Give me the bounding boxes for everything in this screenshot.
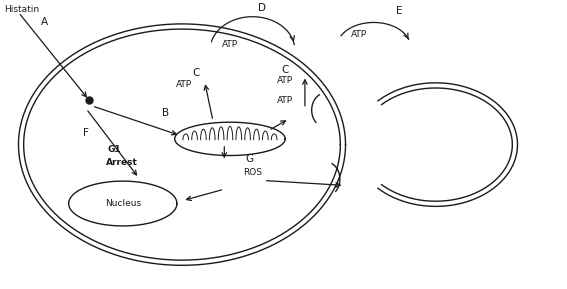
Text: A: A (41, 17, 48, 27)
Text: Arrest: Arrest (106, 158, 138, 167)
Text: ATP: ATP (351, 30, 367, 39)
Text: Nucleus: Nucleus (105, 199, 141, 208)
Text: ATP: ATP (176, 80, 192, 89)
Text: D: D (258, 3, 266, 13)
Text: G1: G1 (108, 145, 121, 154)
Text: ATP: ATP (222, 40, 238, 49)
Text: C: C (192, 68, 200, 78)
Text: G: G (246, 154, 254, 164)
Text: ATP: ATP (277, 96, 293, 105)
Text: F: F (83, 128, 89, 138)
Text: Histatin: Histatin (5, 5, 40, 14)
Text: C: C (282, 65, 289, 75)
Text: B: B (162, 108, 170, 118)
Text: ATP: ATP (277, 76, 293, 85)
Text: E: E (396, 6, 403, 16)
Text: ROS: ROS (243, 168, 262, 177)
